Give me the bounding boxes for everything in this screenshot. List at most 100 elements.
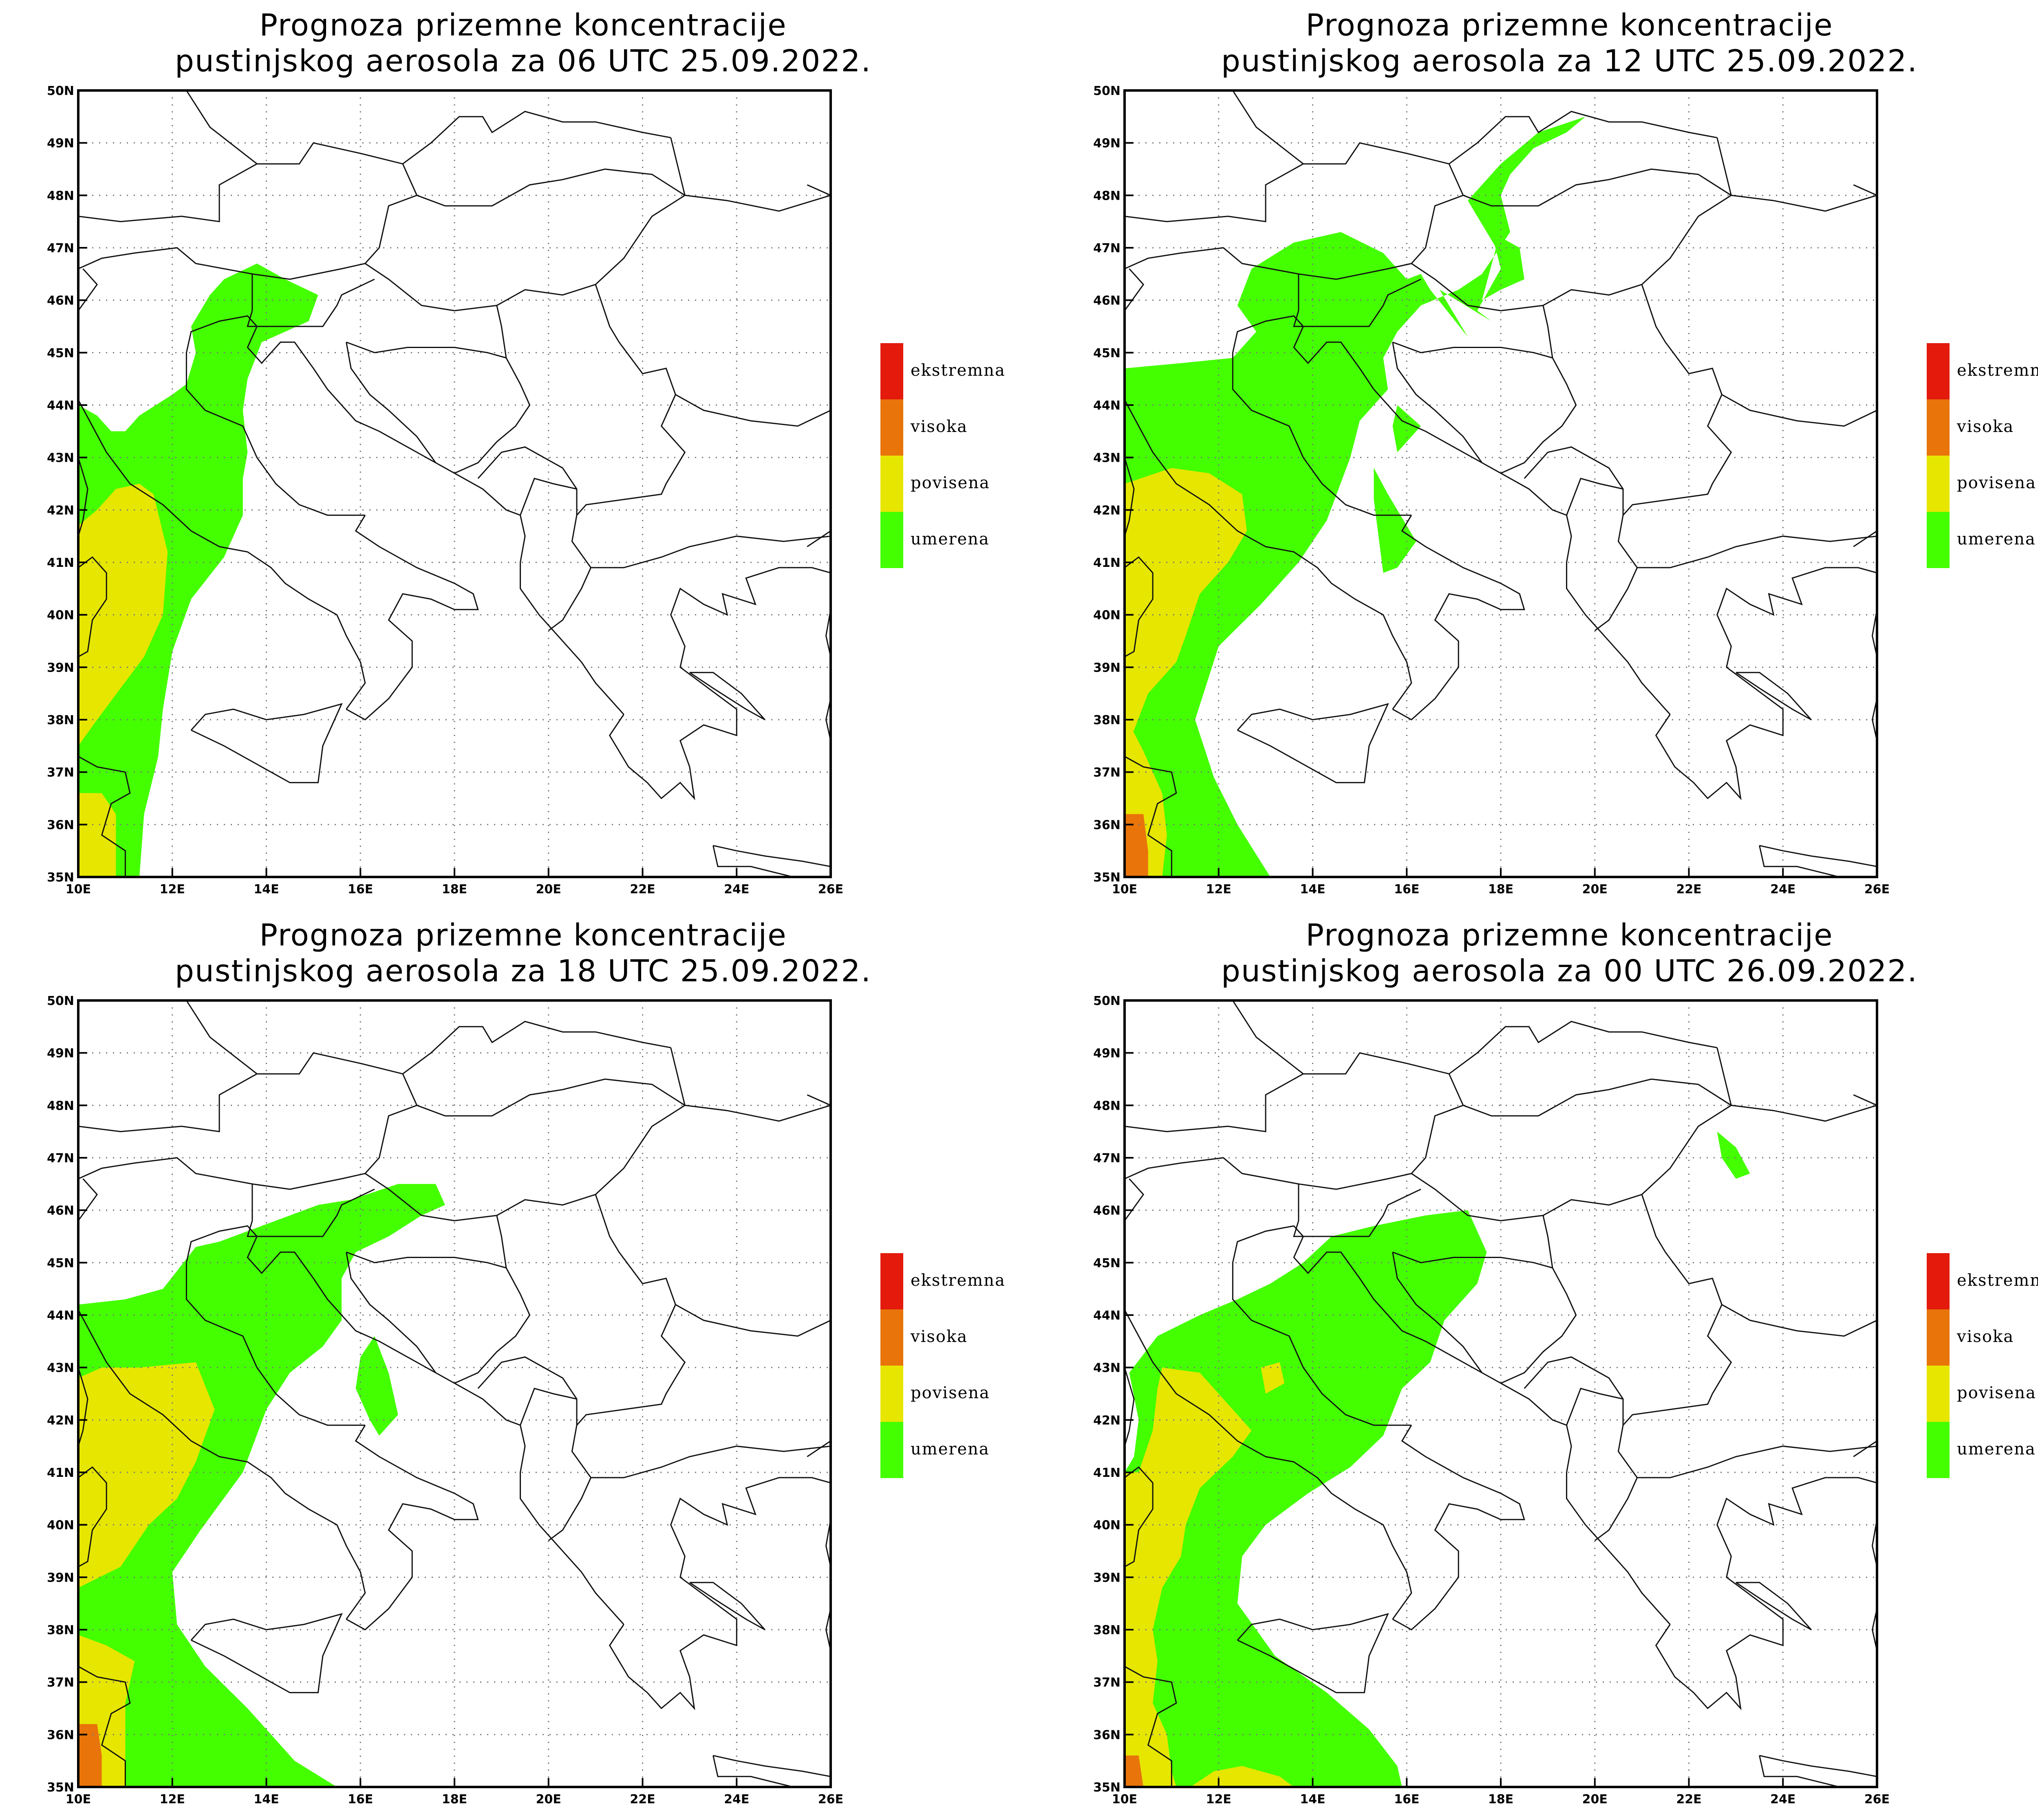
country-border [78,90,258,223]
coastline [1125,756,1177,877]
country-border [477,1356,578,1426]
country-border [78,268,98,311]
lat-tick-label: 37N [1093,1676,1120,1690]
umerena-area [1374,468,1416,573]
visoka-area [1125,1755,1144,1787]
lon-tick-label: 26E [1864,1792,1890,1807]
lat-tick-label: 50N [47,994,74,1008]
country-border [1594,1477,1638,1541]
lon-tick-label: 20E [536,1792,561,1807]
coastline [1232,1225,1412,1426]
map-panel-12utc: Prognoza prizemne koncentracije pustinjsk… [1046,0,2038,910]
legend-label: visoka [1956,417,2014,436]
title-line-1: Prognoza prizemne koncentracije [259,8,787,43]
country-border [1853,184,1877,196]
map-title: Prognoza prizemne koncentracije pustinjsk… [0,7,1046,79]
title-line-1: Prognoza prizemne koncentracije [1306,8,1833,43]
coastline [712,1755,831,1787]
lon-tick-label: 10E [66,1792,91,1807]
legend-label: povisena [1957,474,2036,492]
lat-tick-label: 37N [47,766,74,780]
lon-tick-label: 26E [818,1792,843,1807]
coastline [78,457,88,537]
coastline [346,515,479,721]
country-border [1721,1304,1877,1337]
lat-tick-label: 44N [47,1309,74,1323]
country-border [548,567,591,631]
country-border [1566,1388,1623,1426]
coastline [247,1236,624,1625]
lat-tick-label: 41N [47,556,74,570]
country-border [257,142,418,264]
country-border [1463,1078,1732,1117]
country-border [1716,137,1877,212]
lat-tick-label: 50N [47,84,74,98]
lon-tick-label: 12E [160,1792,185,1807]
country-border [1716,1047,1877,1122]
map-title: Prognoza prizemne koncentracije pustinjsk… [0,917,1046,989]
lat-tick-label: 38N [47,713,74,727]
lat-tick-label: 40N [1093,608,1120,623]
lon-tick-label: 10E [66,882,91,897]
legend-swatch [1927,512,1950,568]
country-border [1392,342,1483,463]
legend-swatch [880,1366,903,1422]
map-panel-00utc: Prognoza prizemne koncentracije pustinjsk… [1046,910,2038,1820]
povisena-area [1261,1362,1285,1394]
title-line-2: pustinjskog aerosola za 18 UTC 25.09.202… [174,954,872,989]
legend-label: visoka [910,1327,968,1346]
lat-tick-label: 45N [1093,1256,1120,1270]
coastline [825,609,831,657]
country-border [1298,195,1732,311]
country-border [1125,1000,1305,1133]
country-border [1293,1188,1421,1237]
lat-tick-label: 40N [47,608,74,623]
dust-forecast-map: 10E 12E 14E 16E 18E 20E 22E 24E 26E 35N 36N 37N 38N 3… [47,994,1005,1807]
coastline [1293,1236,1671,1625]
coastline [609,1477,831,1710]
lat-tick-label: 40N [1093,1518,1120,1533]
legend-label: ekstremna [1957,1271,2038,1290]
country-border [548,1477,591,1541]
coastline [1125,399,1412,710]
lon-tick-label: 16E [1394,1792,1419,1807]
povisena-area [1190,1766,1294,1787]
lat-tick-label: 48N [47,1099,74,1113]
legend-swatch [880,512,903,568]
coastline [78,556,107,657]
country-border [1617,1304,1877,1478]
coastline [1871,1519,1877,1567]
lon-tick-label: 26E [818,882,843,897]
coastline [1736,1582,1812,1631]
map-title: Prognoza prizemne koncentracije pustinjsk… [1046,7,2038,79]
coastline [712,845,831,877]
lat-tick-label: 47N [47,1151,74,1166]
country-border [1542,305,1553,358]
country-border [1853,530,1877,547]
lat-tick-label: 38N [1093,1623,1120,1637]
country-border [496,305,507,358]
country-border [1594,567,1638,631]
legend-swatch [880,1253,903,1309]
lat-tick-label: 45N [1093,346,1120,360]
umerena-area [1392,405,1421,452]
country-border [346,342,531,474]
lon-tick-label: 12E [1206,882,1231,897]
coastline [78,1466,107,1567]
country-border [1853,1094,1877,1106]
lon-tick-label: 20E [1582,1792,1608,1807]
lat-tick-label: 45N [47,346,74,360]
country-border [78,1157,253,1221]
coastline [1871,1608,1877,1651]
coastline [78,1666,131,1787]
country-border [1542,1215,1553,1268]
lat-tick-label: 41N [47,1466,74,1480]
legend-swatch [1927,1253,1950,1309]
country-border [477,446,578,516]
lat-tick-label: 48N [47,189,74,203]
lat-tick-label: 36N [47,1728,74,1742]
legend-swatch [1927,1422,1950,1478]
coastline [1392,515,1525,721]
lon-tick-label: 18E [442,882,467,897]
legend-swatch [880,343,903,399]
